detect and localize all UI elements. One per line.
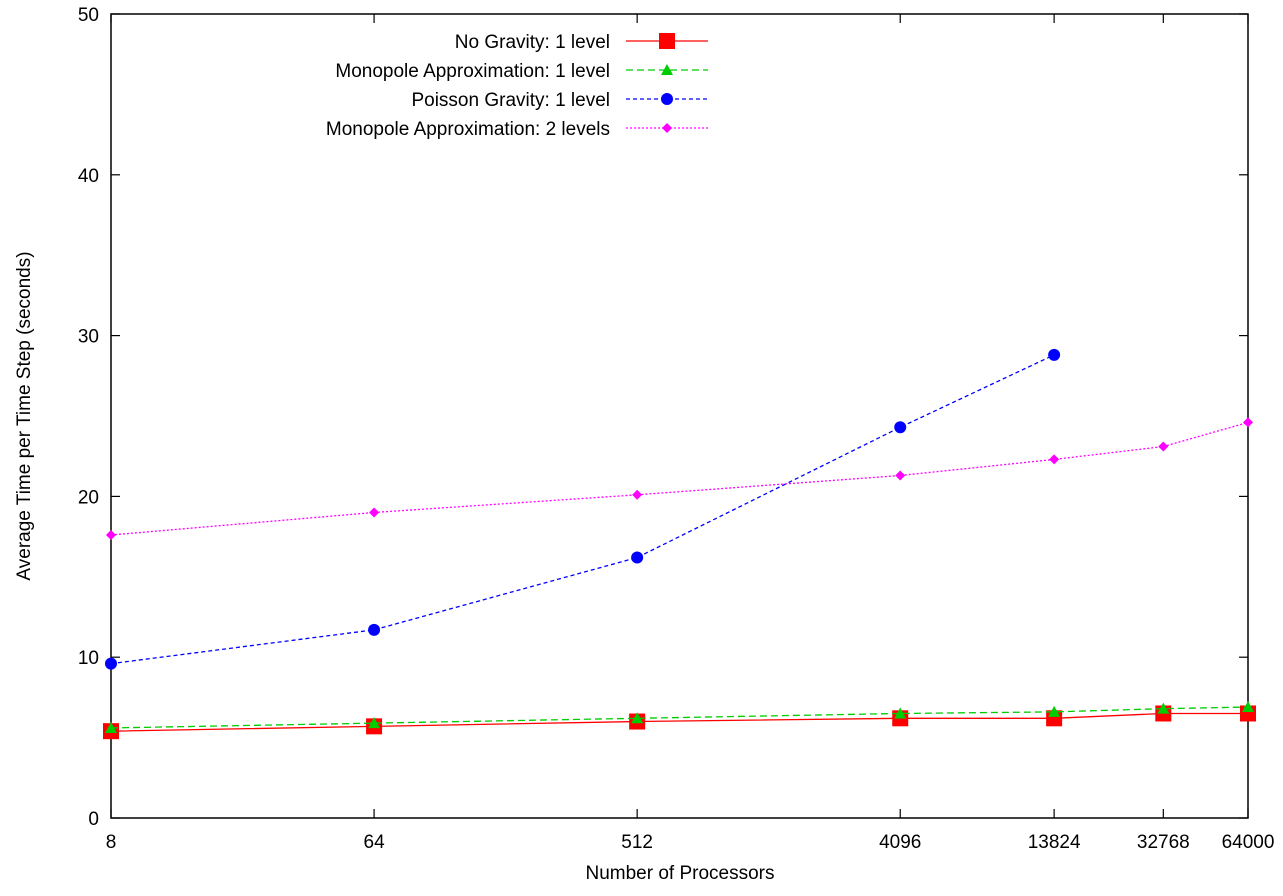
data-point [631,712,644,724]
x-tick-label: 8 [106,832,117,853]
data-point [1049,454,1060,465]
data-point [105,721,117,733]
y-tick-label: 40 [78,166,99,187]
data-point [1158,441,1169,452]
plot-frame [110,13,1249,819]
x-tick-label: 64 [364,832,386,853]
legend-label: Poisson Gravity: 1 level [411,90,610,111]
data-point [1243,417,1253,428]
series-3 [105,348,1061,670]
legend-entry: Poisson Gravity: 1 level [411,90,708,111]
series-line [110,354,1055,665]
legend-label: No Gravity: 1 level [455,32,610,53]
x-tick-label: 4096 [879,832,921,853]
data-point [894,707,907,719]
legend-swatch-marker [661,93,673,105]
y-tick-label: 50 [78,5,99,26]
legend-label: Monopole Approximation: 2 levels [326,119,610,140]
data-point [631,551,644,564]
y-tick-label: 20 [78,487,99,508]
series-line [110,421,1249,536]
y-axis-ticks: 0 10 20 30 40 50 [78,5,1248,830]
series-layer [103,348,1256,740]
y-axis-label: Average Time per Time Step (seconds) [14,251,35,580]
legend-entry: Monopole Approximation: 2 levels [326,119,708,140]
x-tick-label: 512 [621,832,653,853]
legend: No Gravity: 1 level Monopole Approximatio… [326,32,708,140]
data-point [1157,702,1170,714]
x-axis-label: Number of Processors [585,863,774,884]
legend-swatch-marker [662,123,672,133]
data-point [1242,701,1254,713]
x-tick-label: 64000 [1222,832,1275,853]
data-point [1048,705,1061,717]
y-tick-label: 30 [78,327,99,348]
legend-entry: No Gravity: 1 level [455,32,708,53]
data-point [368,717,381,729]
y-tick-label: 10 [78,648,99,669]
data-point [895,470,906,481]
data-point [632,489,643,500]
data-point [105,657,117,670]
legend-entry: Monopole Approximation: 1 level [335,61,708,82]
data-point [1048,348,1061,361]
x-tick-label: 32768 [1137,832,1190,853]
series-2 [105,701,1254,733]
legend-label: Monopole Approximation: 1 level [335,61,610,82]
legend-swatch-marker [659,33,675,49]
data-point [106,529,116,540]
x-tick-label: 13824 [1028,832,1081,853]
y-tick-label: 0 [88,809,99,830]
data-point [369,507,380,518]
data-point [368,623,381,636]
series-line [110,712,1248,732]
legend-swatch-marker [661,64,673,75]
data-point [894,421,907,434]
x-axis-ticks: 8 64 512 4096 13824 32768 64000 [106,14,1275,853]
series-4 [106,417,1253,540]
